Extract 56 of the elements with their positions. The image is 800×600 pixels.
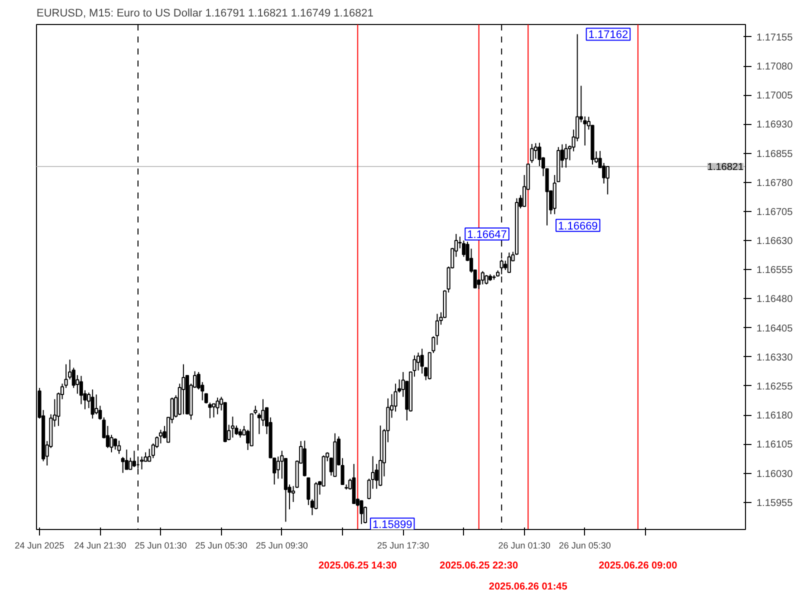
y-tick-label: 1.17005 [756,90,794,102]
candlestick [480,270,484,285]
annotation: 1.17162 [588,29,628,42]
ref-line-label: 2025.06.25 14:30 [318,560,398,572]
candlestick [484,274,488,285]
y-tick-label: 1.16555 [756,265,794,276]
annotation: 1.16669 [558,220,598,232]
y-tick-label: 1.16855 [756,148,794,160]
y-tick-label: 1.16180 [756,410,794,422]
y-tick-label: 1.16405 [756,323,794,334]
ref-line-label: 1.16821 [707,162,744,173]
candlestick [90,388,94,420]
chart-title: EURUSD, M15: Euro to US Dollar 1.16791 1.16821 1.16749 1.16821 [36,8,374,20]
candlestick [534,142,538,160]
candlestick [182,364,186,415]
x-tick-label: 25 Jun 01:30 [134,540,187,550]
candlestick [504,260,508,271]
candlestick [462,240,466,258]
y-tick-label: 1.16255 [756,381,794,392]
candlestick [420,348,424,374]
annotation: 1.15899 [372,519,412,532]
y-tick-label: 1.16330 [756,352,794,364]
candlestick [212,402,216,418]
y-tick-label: 1.16105 [756,440,794,451]
y-tick-label: 1.15955 [756,498,794,509]
y-tick-label: 1.17080 [756,62,794,72]
y-tick-label: 1.16030 [756,468,794,480]
x-tick-label: 25 Jun 05:30 [195,540,248,550]
ref-line-label: 2025.06.26 09:00 [598,560,678,572]
y-tick-label: 1.17155 [756,32,794,44]
x-tick-label: 24 Jun 21:30 [74,540,126,550]
candlestick [606,166,610,195]
candlestick [124,449,128,470]
candlestick [360,500,364,525]
y-tick-label: 1.16480 [756,294,794,306]
y-tick-label: 1.16780 [756,178,794,189]
x-tick-label: 24 Jun 2025 [14,540,64,550]
candlestick [216,397,220,415]
ref-line-label: 2025.06.25 22:30 [440,560,519,572]
candlestick [564,143,568,168]
ref-line-label: 2025.06.26 01:45 [488,582,568,592]
y-tick-label: 1.16630 [756,236,794,248]
y-tick-label: 1.16705 [756,206,794,218]
candlestick [602,162,606,184]
annotation: 1.16647 [467,228,507,241]
candlestick [158,429,163,444]
candlestick [117,440,121,454]
candlestick [257,412,261,435]
candlestick [507,252,511,274]
x-tick-label: 25 Jun 17:30 [377,540,430,550]
candlestick [230,416,234,438]
x-tick-label: 25 Jun 09:30 [256,540,308,550]
candlestick [530,143,534,164]
y-tick-label: 1.16930 [756,120,794,131]
x-tick-label: 26 Jun 05:30 [558,540,611,550]
x-tick-label: 26 Jun 01:30 [498,540,550,550]
